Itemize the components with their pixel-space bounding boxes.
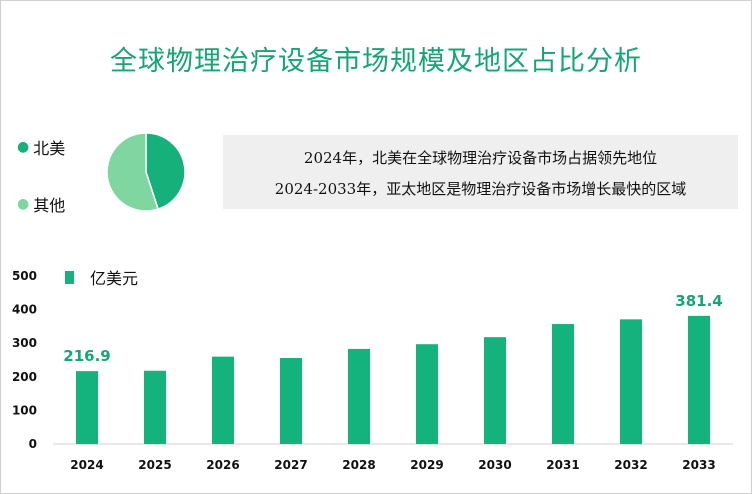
y-tick-label: 0 [29,437,37,451]
x-tick-label: 2028 [342,458,375,472]
x-tick-label: 2033 [682,458,715,472]
bar [144,370,166,444]
pie-legend-item-other: ● 其他 [17,192,65,216]
legend-dot-icon: ● [17,139,30,155]
x-tick-label: 2024 [70,458,103,472]
bar [688,315,710,444]
y-tick-label: 500 [12,269,37,283]
y-tick-label: 100 [12,403,37,417]
bar [348,348,370,444]
bar [76,371,98,444]
x-tick-label: 2027 [274,458,307,472]
pie-legend-item-north-america: ● 北美 [17,135,65,159]
note-line-2: 2024-2033年，亚太地区是物理治疗设备市场增长最快的区域 [274,180,687,198]
y-tick-label: 400 [12,303,37,317]
bar-legend: 亿美元 [65,265,138,289]
x-tick-label: 2025 [138,458,171,472]
x-tick-label: 2032 [614,458,647,472]
x-tick-label: 2029 [410,458,443,472]
bar [416,344,438,444]
note-box: 2024年，北美在全球物理治疗设备市场占据领先地位 2024-2033年，亚太地… [223,135,738,209]
bar-legend-label: 亿美元 [90,269,139,288]
legend-swatch-icon [65,270,74,284]
pie-slice [145,132,186,211]
pie-legend-label: 其他 [33,196,66,215]
bar [212,356,234,444]
y-tick-label: 200 [12,370,37,384]
bar [280,357,302,444]
bar [552,324,574,444]
x-tick-label: 2030 [478,458,511,472]
data-label: 381.4 [675,292,722,310]
pie-chart [106,132,186,212]
x-tick-label: 2026 [206,458,239,472]
x-tick-label: 2031 [546,458,579,472]
page-title: 全球物理治疗设备市场规模及地区占比分析 [110,46,642,77]
legend-dot-icon: ● [17,196,30,212]
pie-legend-label: 北美 [33,139,66,158]
pie-slice [106,132,159,212]
data-label: 216.9 [63,347,110,365]
bar [484,337,506,444]
bar [620,319,642,444]
note-line-1: 2024年，北美在全球物理治疗设备市场占据领先地位 [303,149,658,167]
y-tick-label: 300 [12,336,37,350]
